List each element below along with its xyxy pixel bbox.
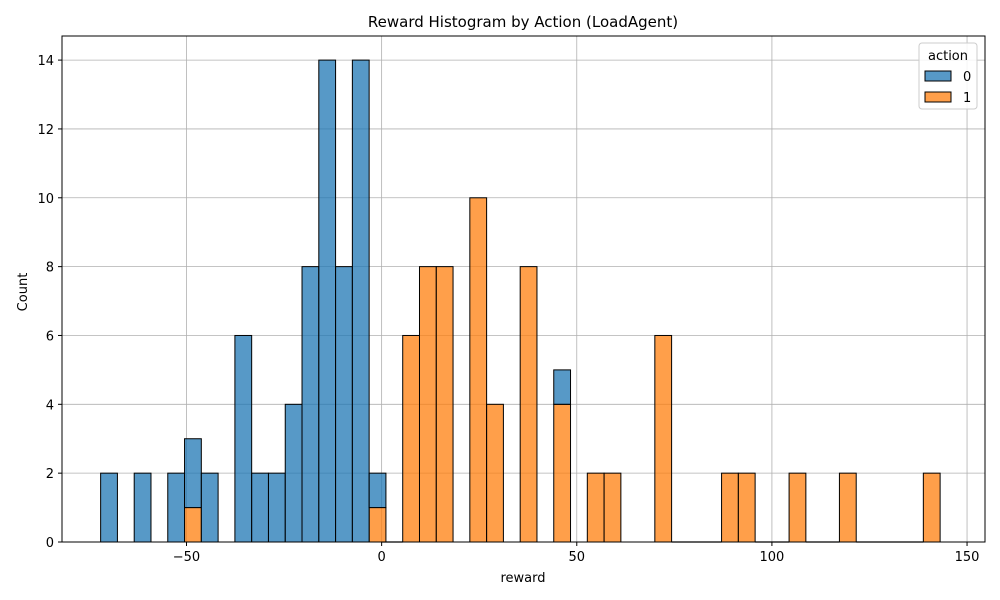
bar-action-1: [603, 472, 622, 543]
plot-frame: [61, 35, 986, 543]
y-tick-label: 12: [37, 123, 54, 138]
bar-action-1: [184, 507, 202, 543]
y-axis-label: Count: [16, 273, 31, 312]
bar-action-1: [368, 507, 387, 543]
bar-action-0: [351, 59, 370, 543]
legend-label-action-0: 0: [963, 70, 971, 85]
legend-swatch-action-0: [924, 70, 952, 82]
bar-action-1: [721, 472, 739, 543]
x-axis-label: reward: [500, 571, 545, 586]
bar-action-1: [402, 334, 420, 543]
chart-title: Reward Histogram by Action (LoadAgent): [368, 13, 678, 31]
bar-action-1: [553, 403, 572, 543]
bar-action-0: [234, 334, 253, 543]
bar-action-0: [318, 59, 337, 543]
y-tick-label: 0: [46, 536, 54, 551]
bar-action-0: [335, 266, 353, 543]
bar-action-1: [788, 472, 807, 543]
bar-action-0: [301, 266, 320, 543]
x-tick-label: 150: [955, 550, 980, 565]
histogram-bars: [100, 59, 941, 543]
bar-action-1: [418, 266, 437, 543]
bar-action-0: [100, 472, 118, 543]
legend-label-action-1: 1: [963, 91, 971, 106]
x-tick-label: −50: [173, 550, 200, 565]
bar-action-0: [200, 472, 219, 543]
y-tick-label: 4: [46, 398, 54, 413]
bar-action-0: [133, 472, 152, 543]
y-tick-label: 2: [46, 467, 54, 482]
y-tick-label: 10: [37, 192, 54, 207]
legend: action 0 1: [918, 42, 978, 110]
y-tick-label: 14: [37, 54, 54, 69]
x-tick-label: 50: [568, 550, 585, 565]
x-tick-label: 0: [377, 550, 385, 565]
bar-action-1: [922, 472, 941, 543]
bar-action-1: [519, 266, 538, 543]
bar-action-0: [368, 472, 387, 509]
x-tick-label: 100: [759, 550, 784, 565]
bar-action-1: [586, 472, 605, 543]
legend-title: action: [928, 49, 968, 64]
legend-swatch-action-1: [924, 91, 952, 103]
bar-action-0: [167, 472, 186, 543]
bar-action-1: [654, 334, 673, 543]
bar-action-0: [553, 369, 572, 405]
bar-action-1: [469, 197, 488, 543]
bar-action-0: [251, 472, 269, 543]
bar-action-1: [486, 403, 504, 543]
y-tick-label: 6: [46, 329, 54, 344]
bar-action-1: [435, 266, 454, 543]
bar-action-1: [737, 472, 756, 543]
y-tick-label: 8: [46, 261, 54, 276]
bar-action-1: [838, 472, 857, 543]
bar-action-0: [184, 438, 202, 509]
bar-action-0: [267, 472, 286, 543]
bar-action-0: [284, 403, 303, 543]
